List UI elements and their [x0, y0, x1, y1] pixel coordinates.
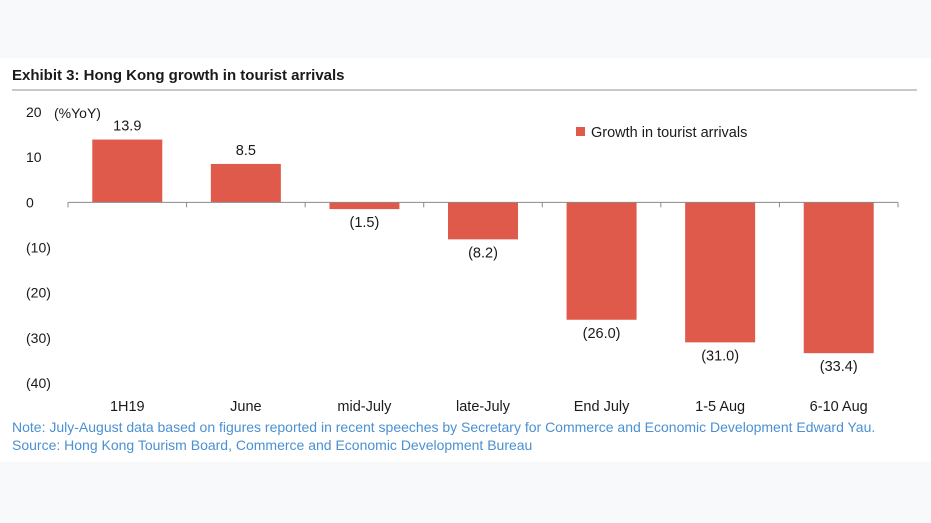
data-label: 13.9	[113, 119, 141, 135]
data-label: (1.5)	[350, 215, 380, 231]
category-label: June	[230, 399, 261, 415]
legend-label: Growth in tourist arrivals	[591, 125, 747, 141]
bar	[566, 202, 637, 320]
bar	[685, 202, 756, 343]
bar	[803, 202, 874, 354]
category-label: 6-10 Aug	[810, 399, 868, 415]
category-label: mid-July	[337, 399, 392, 415]
bar	[92, 139, 163, 203]
bars	[92, 139, 874, 354]
y-axis-unit: (%YoY)	[54, 105, 101, 121]
x-axis-ticks	[67, 202, 899, 208]
data-label: (26.0)	[583, 326, 621, 342]
data-label: 8.5	[236, 143, 256, 159]
category-label: 1-5 Aug	[695, 399, 745, 415]
bar	[210, 163, 281, 203]
y-tick-label: (20)	[26, 285, 51, 301]
top-background-band	[0, 0, 931, 58]
y-tick-label: 20	[26, 104, 42, 120]
data-label: (33.4)	[820, 359, 858, 375]
y-tick-label: (30)	[26, 330, 51, 346]
bar	[329, 202, 400, 210]
exhibit-title: Exhibit 3: Hong Kong growth in tourist a…	[12, 67, 345, 84]
value-labels: 13.9 8.5 (1.5) (8.2) (26.0) (31.0) (33.4)	[113, 119, 857, 376]
y-tick-label: 0	[26, 194, 34, 210]
bar	[448, 202, 518, 240]
data-label: (8.2)	[468, 245, 498, 261]
category-labels: 1H19 June mid-July late-July End July 1-5 Aug…	[110, 399, 868, 415]
category-label: late-July	[456, 399, 511, 415]
y-tick-label: 10	[26, 149, 42, 165]
category-label: End July	[574, 399, 630, 415]
title-divider	[12, 89, 917, 91]
legend-swatch	[576, 127, 585, 136]
y-tick-label: (40)	[26, 375, 51, 391]
category-label: 1H19	[110, 399, 145, 415]
y-axis-labels: 20 10 0 (10) (20) (30) (40)	[26, 104, 51, 391]
footnote: Note: July-August data based on figures …	[12, 419, 876, 453]
legend: Growth in tourist arrivals	[576, 125, 747, 141]
bottom-background-band	[0, 462, 931, 523]
data-label: (31.0)	[701, 348, 739, 364]
y-tick-label: (10)	[26, 240, 51, 256]
